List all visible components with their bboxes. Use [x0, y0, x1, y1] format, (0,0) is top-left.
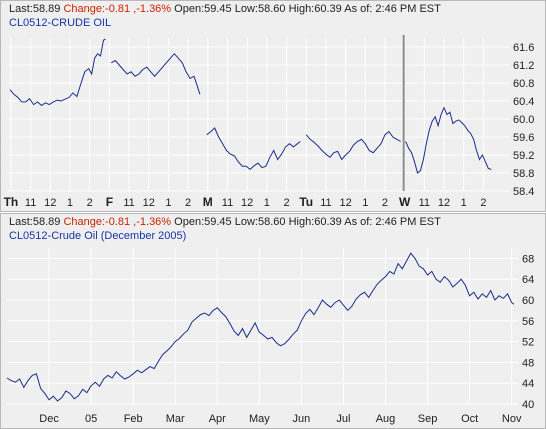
x-tick-label: 12 — [241, 197, 253, 209]
x-tick-label: May — [249, 413, 270, 425]
change-value: -0.81 ,-1.36% — [105, 3, 172, 15]
change-label: Change: — [63, 3, 106, 15]
intraday-chart-panel: Last:58.89 Change:-0.81 ,-1.36% Open:59.… — [0, 0, 546, 212]
price-series-line — [206, 127, 301, 171]
open-value: 59.45 — [204, 3, 232, 15]
symbol-title[interactable]: CL0512-CRUDE OIL — [9, 17, 112, 29]
last-label: Last: — [9, 3, 33, 15]
last-value: 58.89 — [32, 3, 61, 15]
x-tick-label: Oct — [461, 413, 478, 425]
x-tick-label: 1 — [362, 197, 368, 209]
low-value: 58.60 — [257, 3, 286, 15]
x-tick-label: Th — [4, 195, 19, 209]
y-tick-label: 52 — [522, 337, 534, 349]
high-value: 60.39 — [314, 3, 342, 15]
asof-label: As of: — [344, 3, 373, 15]
x-tick-label: 12 — [44, 197, 56, 209]
last-value: 58.89 — [32, 216, 61, 228]
y-tick-label: 60 — [522, 295, 534, 307]
x-tick-label: 2 — [87, 197, 93, 209]
y-tick-label: 40 — [522, 399, 534, 411]
y-tick-label: 68 — [522, 253, 534, 265]
daily-line-chart: 68 64 60 56 52 48 44 40 Dec 05 Feb Mar Apr May Jun Jul A… — [6, 248, 534, 425]
x-tick-label: 11 — [222, 197, 233, 209]
x-tick-label: 11 — [419, 197, 430, 209]
x-tick-label: 2 — [480, 197, 486, 209]
open-label: Open: — [174, 3, 205, 15]
x-tick-label: Feb — [124, 413, 143, 425]
change-label: Change: — [63, 216, 106, 228]
open-label: Open: — [174, 216, 205, 228]
x-tick-label: 2 — [382, 197, 388, 209]
x-tick-label: 1 — [461, 197, 467, 209]
open-value: 59.45 — [204, 216, 232, 228]
x-tick-label: 12 — [339, 197, 351, 209]
x-tick-label: 11 — [25, 197, 36, 209]
asof-value: 2:46 PM EST — [375, 3, 441, 15]
high-label: High: — [288, 3, 315, 15]
price-series-line — [405, 106, 492, 174]
y-tick-label: 56 — [522, 316, 534, 328]
y-tick-label: 58.4 — [513, 186, 534, 198]
x-tick-label: Dec — [39, 413, 59, 425]
x-tick-label: 11 — [320, 197, 331, 209]
asof-label: As of: — [344, 216, 373, 228]
price-series-line — [305, 130, 401, 161]
x-tick-label: 12 — [143, 197, 155, 209]
x-tick-label: M — [203, 195, 213, 209]
x-tick-label: 1 — [67, 197, 73, 209]
quote-summary: Last:58.89 Change:-0.81 ,-1.36% Open:59.… — [9, 3, 441, 15]
daily-chart-panel: Last:58.89 Change:-0.81 ,-1.36% Open:59.… — [0, 213, 546, 429]
price-series-line — [111, 52, 201, 95]
y-tick-label: 59.2 — [513, 150, 534, 162]
change-value: -0.81 ,-1.36% — [105, 216, 172, 228]
y-tick-label: 60.8 — [513, 78, 534, 90]
y-tick-label: 61.6 — [513, 42, 534, 54]
y-tick-label: 58.8 — [513, 168, 534, 180]
x-tick-label: Jun — [293, 413, 311, 425]
low-value: 58.60 — [257, 216, 286, 228]
high-value: 60.39 — [314, 216, 342, 228]
x-tick-label: Aug — [376, 413, 396, 425]
low-label: Low: — [234, 216, 258, 228]
last-label: Last: — [9, 216, 33, 228]
x-tick-label: F — [106, 195, 113, 209]
x-tick-label: Jul — [336, 413, 350, 425]
quote-summary: Last:58.89 Change:-0.81 ,-1.36% Open:59.… — [9, 216, 441, 228]
asof-value: 2:46 PM EST — [375, 216, 441, 228]
price-series-line — [6, 252, 515, 402]
x-tick-label: Sep — [418, 413, 438, 425]
y-tick-label: 44 — [522, 378, 534, 390]
x-tick-label: W — [399, 195, 411, 209]
x-tick-label: Nov — [502, 413, 522, 425]
x-tick-label: 1 — [165, 197, 171, 209]
y-tick-label: 48 — [522, 357, 534, 369]
low-label: Low: — [234, 3, 258, 15]
x-tick-label: 11 — [123, 197, 134, 209]
x-tick-label: Tu — [299, 195, 313, 209]
x-tick-label: Apr — [209, 413, 226, 425]
y-tick-label: 60.0 — [513, 114, 534, 126]
intraday-line-chart: 61.661.260.860.460.059.659.258.858.4Th 11… — [4, 35, 534, 209]
high-label: High: — [288, 216, 315, 228]
x-tick-label: Mar — [166, 413, 185, 425]
x-tick-label: 2 — [185, 197, 191, 209]
x-tick-label: 2 — [283, 197, 289, 209]
y-tick-label: 59.6 — [513, 132, 534, 144]
x-tick-label: 12 — [438, 197, 450, 209]
y-tick-label: 64 — [522, 274, 534, 286]
x-tick-label: 05 — [85, 413, 97, 425]
price-series-line — [9, 38, 106, 107]
symbol-title[interactable]: CL0512-Crude Oil (December 2005) — [9, 230, 187, 242]
x-tick-label: 1 — [264, 197, 270, 209]
y-tick-label: 60.4 — [513, 96, 534, 108]
y-tick-label: 61.2 — [513, 60, 534, 72]
